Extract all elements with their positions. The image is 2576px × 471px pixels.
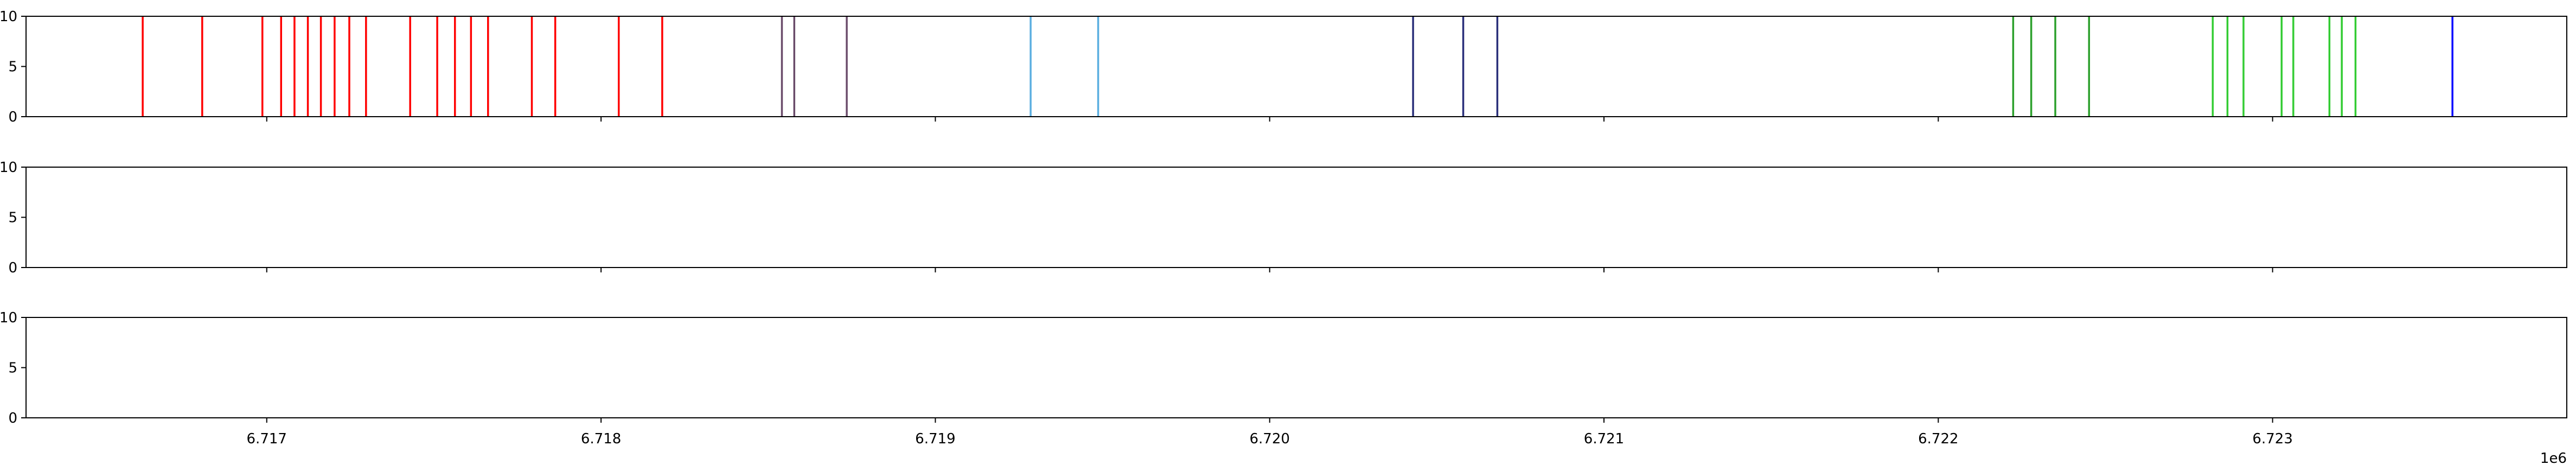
y-tick-label: 5	[8, 210, 17, 226]
y-tick-label: 0	[8, 109, 17, 125]
axes-frame	[25, 16, 2567, 117]
y-tick-label: 5	[8, 360, 17, 377]
y-tick-label: 0	[8, 410, 17, 427]
y-tick-label: 10	[0, 310, 17, 326]
x-tick-label: 6.718	[581, 431, 621, 447]
y-tick-label: 5	[8, 59, 17, 75]
y-tick-label: 0	[8, 260, 17, 276]
x-tick-label: 6.722	[1918, 431, 1958, 447]
panel-2: 0 5 10	[0, 160, 2567, 276]
x-tick-label: 6.719	[915, 431, 955, 447]
x-tick-label: 6.721	[1584, 431, 1624, 447]
y-tick-label: 10	[0, 160, 17, 176]
axes-frame	[25, 167, 2567, 268]
x-tick-label: 6.720	[1249, 431, 1289, 447]
axes-frame	[25, 317, 2567, 418]
x-offset-label: 1e6	[2540, 450, 2567, 467]
x-tick-label: 6.717	[247, 431, 287, 447]
panel-1: 0 5 10	[0, 9, 2567, 125]
y-tick-label: 10	[0, 9, 17, 25]
x-tick-label: 6.723	[2252, 431, 2292, 447]
panel-3: 0 5 10 6.717 6.718 6.719 6.720 6.721 6.722 6.723 1…	[0, 310, 2567, 467]
